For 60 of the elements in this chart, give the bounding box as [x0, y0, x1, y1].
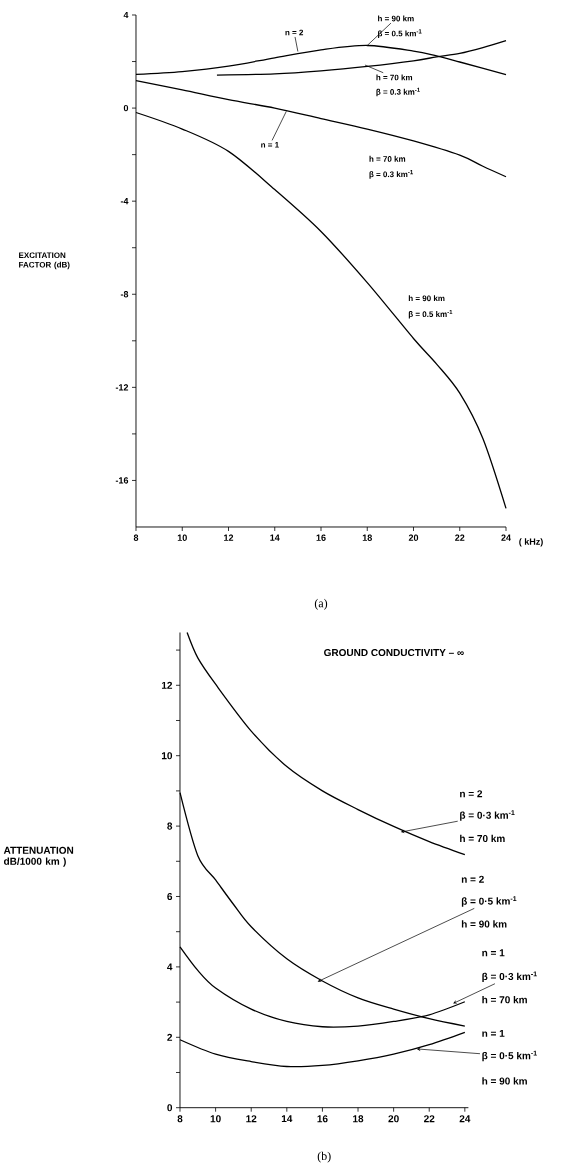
y-tick-label: 0 [167, 1104, 173, 1112]
y-tick-label: -12 [115, 384, 129, 391]
annotation: β = 0.5 km$^{-1}$ [408, 309, 453, 319]
x-tick-label: 16 [317, 1115, 328, 1123]
y-tick-label: -16 [115, 477, 129, 484]
annotation: β = 0.3 km$^{-1}$ [369, 170, 414, 179]
x-tick-label: 22 [455, 534, 465, 541]
y-tick-label: 4 [123, 11, 129, 19]
annotation: n = 2 [460, 790, 483, 798]
x-tick-label: 12 [224, 534, 234, 541]
annotation: h = 90 km [378, 15, 414, 22]
annotation: n = 2 [461, 875, 484, 883]
x-tick-label: 14 [270, 534, 280, 541]
annotation: n = 1 [261, 142, 279, 148]
x-tick-label: 20 [408, 534, 419, 541]
x-tick-label: 16 [316, 534, 326, 541]
text: n = 1 [482, 1029, 505, 1037]
line-series [186, 631, 466, 856]
x-tick-label: 18 [362, 534, 372, 541]
y-axis-title: EXCITATION FACTOR (dB) [19, 252, 70, 270]
x-tick-label: 14 [281, 1115, 293, 1123]
annotation: h = 90 km [461, 920, 507, 928]
annotation: h = 90 km [408, 295, 445, 302]
x-tick-label: 20 [388, 1115, 399, 1123]
annotation: β = 0.5 km$^{-1}$ [378, 29, 422, 38]
x-tick-label: 18 [353, 1115, 364, 1123]
text: GROUND CONDUCTIVITY – ∞ [324, 649, 464, 657]
annotation: β = 0·5 km$^{-1}$ [482, 1050, 537, 1062]
x-axis-title: ( kHz) [519, 538, 543, 547]
y-axis-title: ATTENUATION dB/1000 km ) [3, 846, 74, 867]
y-tick-label: 6 [167, 892, 173, 901]
annotation: β = 0.3 km$^{-1}$ [376, 87, 420, 97]
annotation: β = 0·3 km$^{-1}$ [482, 971, 537, 983]
y-tick-label: 0 [123, 104, 129, 112]
x-tick-label: 24 [459, 1115, 471, 1123]
y-tick-label: 8 [167, 822, 173, 830]
x-tick-label: 24 [501, 534, 511, 541]
text: (a) [314, 598, 328, 610]
annotation: β = 0·5 km$^{-1}$ [461, 896, 517, 907]
text: (b) [317, 1151, 331, 1163]
x-tick-label: 8 [177, 1115, 183, 1123]
y-tick-label: -8 [120, 291, 129, 298]
y-tick-label: 10 [161, 752, 173, 760]
annotation: β = 0·3 km$^{-1}$ [460, 810, 515, 821]
y-tick-label: 2 [167, 1033, 173, 1041]
text: h = 90 km [482, 1077, 527, 1085]
y-tick-label: 12 [161, 681, 173, 689]
annotation: n = 2 [285, 29, 304, 36]
x-tick-label: 22 [424, 1115, 435, 1123]
x-tick-label: 10 [210, 1115, 221, 1123]
x-tick-label: 12 [246, 1115, 257, 1123]
annotation: h = 70 km [376, 74, 413, 81]
annotation: h = 70 km [369, 155, 406, 162]
y-tick-label: -4 [120, 198, 129, 205]
y-tick-label: 4 [167, 963, 173, 971]
x-tick-label: 8 [133, 534, 139, 541]
text: h = 70 km [482, 995, 527, 1004]
text: n = 1 [482, 949, 505, 957]
x-tick-label: 10 [177, 534, 187, 541]
annotation: h = 70 km [460, 834, 505, 843]
